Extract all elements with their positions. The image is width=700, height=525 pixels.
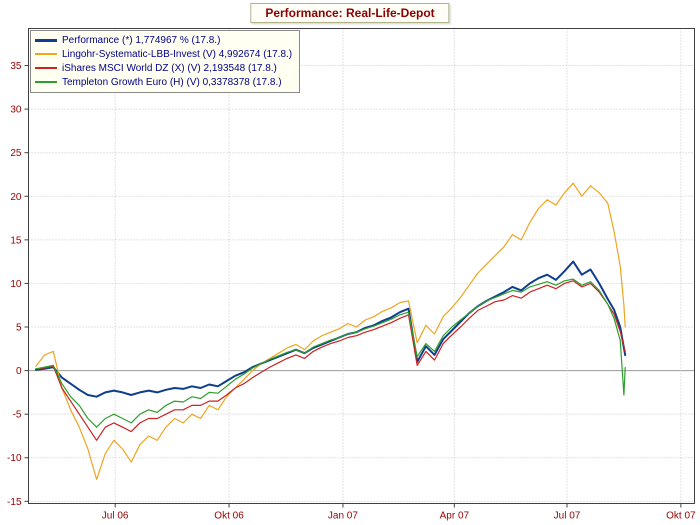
x-tick-label: Apr 07 (440, 511, 470, 522)
series-line-lingohr-systematic-lbb-invest (35, 182, 626, 481)
y-tick-label: 30 (10, 105, 22, 116)
y-tick-label: -5 (13, 410, 22, 421)
performance-line-swatch (35, 38, 57, 42)
x-tick-label: Okt 07 (666, 511, 696, 522)
legend-label-templeton: Templeton Growth Euro (H) (V) 0,3378378 … (62, 76, 282, 88)
plot-background (28, 28, 695, 504)
legend-item-templeton: Templeton Growth Euro (H) (V) 0,3378378 … (35, 75, 292, 89)
series-line-ishares-msci-world-dz (35, 280, 626, 441)
x-tick-label: Jul 07 (554, 511, 581, 522)
ishares-line-swatch (35, 67, 57, 69)
y-tick-label: 10 (10, 279, 22, 290)
y-tick-label: 15 (10, 235, 22, 246)
y-tick-label: 20 (10, 192, 22, 203)
legend-label-ishares: iShares MSCI World DZ (X) (V) 2,193548 (… (62, 62, 277, 74)
lingohr-line-swatch (35, 53, 57, 55)
y-tick-label: 35 (10, 61, 22, 72)
legend-label-performance: Performance (*) 1,774967 % (17.8.) (62, 34, 221, 46)
chart-title-box: Performance: Real-Life-Depot (250, 3, 450, 23)
y-tick-label: 5 (16, 323, 22, 334)
legend-label-lingohr: Lingohr-Systematic-LBB-Invest (V) 4,9926… (62, 48, 293, 60)
legend-item-performance: Performance (*) 1,774967 % (17.8.) (35, 33, 292, 47)
legend-item-lingohr: Lingohr-Systematic-LBB-Invest (V) 4,9926… (35, 47, 292, 61)
y-tick-label: 25 (10, 148, 22, 159)
y-tick-label: -15 (7, 497, 22, 508)
templeton-line-swatch (35, 81, 57, 83)
y-tick-label: -10 (7, 453, 22, 464)
x-tick-label: Jul 06 (102, 511, 129, 522)
series-line-templeton-growth-euro (35, 278, 626, 428)
legend-item-ishares: iShares MSCI World DZ (X) (V) 2,193548 (… (35, 61, 292, 75)
x-tick-label: Okt 06 (214, 511, 244, 522)
x-tick-label: Jan 07 (328, 511, 358, 522)
legend: Performance (*) 1,774967 % (17.8.) Lingo… (30, 30, 301, 93)
plot-border (28, 28, 695, 504)
y-tick-label: 0 (16, 366, 22, 377)
chart-title: Performance: Real-Life-Depot (265, 6, 435, 20)
